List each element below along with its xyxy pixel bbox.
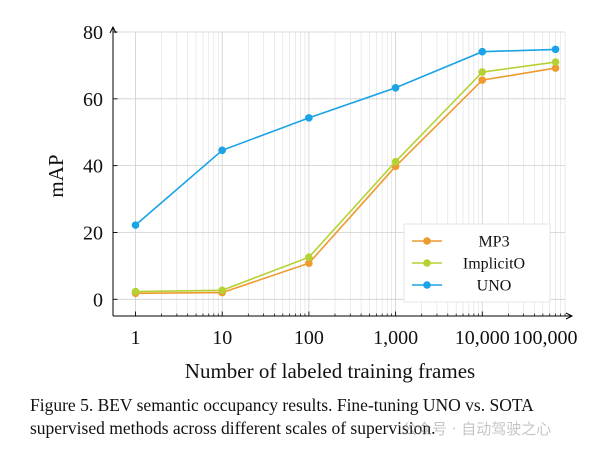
axis-labels: 1 10 100 1,000 10,000 100,000 0 20 40 60 80 Number … [44, 22, 578, 383]
series-line [135, 61, 556, 293]
data-point [305, 253, 313, 261]
series-implicito [131, 58, 560, 296]
data-point [131, 221, 140, 229]
data-point [391, 157, 400, 166]
y-axis-title: mAP [44, 154, 68, 197]
axes [109, 25, 574, 320]
watermark: 公众号 · 自动驾驶之心 [402, 420, 552, 438]
legend: MP3 ImplicitO UNO [403, 223, 551, 303]
legend-item: UNO [412, 278, 511, 295]
x-tick-label: 100 [294, 327, 324, 349]
data-point [551, 45, 560, 54]
figure-caption: Figure 5. BEV semantic occupancy results… [30, 395, 533, 438]
legend-item: MP3 [412, 234, 510, 251]
y-tick-label: 20 [83, 222, 103, 244]
x-axis-title: Number of labeled training frames [185, 359, 475, 383]
x-tick-label: 100,000 [513, 327, 578, 349]
legend-label: MP3 [478, 234, 509, 251]
data-point [551, 64, 560, 72]
legend-item: ImplicitO [412, 256, 525, 273]
y-tick-label: 60 [83, 89, 103, 111]
data-point [478, 47, 487, 56]
data-point [218, 286, 227, 295]
series-line [134, 48, 556, 226]
legend-label: UNO [477, 278, 512, 295]
y-tick-label: 80 [83, 22, 103, 44]
legend-marker [423, 259, 431, 267]
legend-marker [423, 237, 431, 245]
line-chart: MP3 ImplicitO UNO 1 10 100 1,000 10,000 100,000… [44, 22, 578, 383]
data-point [391, 83, 400, 92]
data-point [478, 68, 487, 76]
x-tick-label: 10,000 [455, 327, 510, 349]
x-tick-label: 1 [131, 327, 141, 349]
y-axis-arrow [109, 25, 117, 34]
x-tick-label: 1,000 [373, 327, 418, 349]
data-point [551, 58, 560, 66]
data-point [131, 287, 140, 296]
x-tick-label: 10 [212, 327, 232, 349]
series-layer [131, 45, 560, 298]
data-point [218, 146, 227, 155]
data-point [305, 114, 313, 122]
y-tick-label: 0 [93, 289, 103, 311]
data-point [478, 76, 487, 84]
legend-marker [423, 281, 431, 289]
legend-label: ImplicitO [463, 256, 525, 273]
x-axis-arrow [565, 312, 574, 320]
y-tick-label: 40 [83, 156, 103, 178]
data-point [305, 259, 313, 268]
series-uno [131, 45, 560, 229]
series-line [135, 67, 556, 295]
